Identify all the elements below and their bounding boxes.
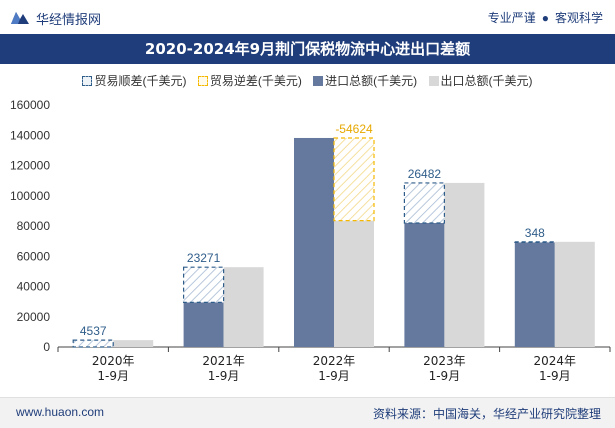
x-category-label: 1-9月	[539, 369, 571, 383]
x-category-label: 1-9月	[429, 369, 461, 383]
y-tick-label: 20000	[17, 310, 51, 324]
deficit-box	[333, 137, 375, 222]
y-tick-label: 100000	[10, 189, 50, 203]
balance-label: 23271	[187, 251, 221, 265]
import-bar	[404, 222, 445, 347]
x-category-label: 1-9月	[97, 369, 129, 383]
labels-layer: 45372020年1-9月232712021年1-9月-546242022年1-…	[80, 122, 576, 383]
x-category-label: 2023年	[423, 354, 466, 368]
y-tick-label: 40000	[17, 280, 51, 294]
legend-item-deficit: 贸易逆差(千美元)	[197, 72, 302, 89]
balance-label: -54624	[335, 122, 373, 136]
y-tick-label: 60000	[17, 249, 51, 263]
legend-swatch-surplus	[82, 76, 93, 86]
y-tick-label: 120000	[10, 159, 50, 173]
x-category-label: 2022年	[313, 354, 356, 368]
x-category-label: 2024年	[534, 354, 577, 368]
surplus-box	[514, 241, 556, 243]
x-category-label: 1-9月	[318, 369, 350, 383]
y-tick-label: 80000	[17, 219, 51, 233]
x-category-label: 1-9月	[208, 369, 240, 383]
y-tick-label: 0	[43, 340, 50, 354]
slogan-separator: ●	[541, 11, 549, 25]
footer: www.huaon.com 资料来源：中国海关，华经产业研究院整理	[0, 397, 615, 428]
legend-swatch-import	[313, 76, 324, 86]
chart-title: 2020-2024年9月荆门保税物流中心进出口差额	[144, 40, 471, 58]
import-bar	[294, 137, 334, 347]
footer-site: www.huaon.com	[16, 405, 105, 419]
legend-label-export: 出口总额(千美元)	[440, 74, 533, 88]
slogan: 专业严谨 ● 客观科学	[488, 9, 603, 26]
title-bar: 2020-2024年9月荆门保税物流中心进出口差额	[0, 34, 615, 64]
chart-legend: 贸易顺差(千美元) 贸易逆差(千美元) 进口总额(千美元) 出口总额(千美元)	[0, 72, 615, 92]
surplus-box	[403, 182, 445, 224]
export-bar	[113, 340, 154, 347]
x-category-label: 2020年	[92, 354, 135, 368]
legend-item-surplus: 贸易顺差(千美元)	[82, 72, 186, 89]
balance-label: 26482	[408, 167, 442, 181]
bars-layer	[72, 137, 595, 348]
legend-item-export: 出口总额(千美元)	[428, 72, 533, 89]
y-tick-label: 160000	[10, 98, 50, 112]
slogan-right: 客观科学	[554, 11, 603, 25]
y-tick-label: 140000	[10, 128, 50, 142]
footer-source: 资料来源：中国海关，华经产业研究院整理	[372, 407, 601, 421]
slogan-left: 专业严谨	[487, 11, 536, 25]
surplus-box	[72, 339, 114, 348]
export-bar	[334, 220, 374, 347]
import-bar	[514, 242, 555, 347]
import-bar	[183, 302, 224, 347]
surplus-box	[183, 266, 225, 303]
brand-name: 华经情报网	[36, 12, 102, 27]
legend-label-import: 进口总额(千美元)	[325, 74, 418, 88]
top-header: 华经情报网 专业严谨 ● 客观科学	[0, 0, 615, 34]
legend-label-surplus: 贸易顺差(千美元)	[94, 74, 187, 88]
export-bar	[554, 241, 595, 347]
legend-item-import: 进口总额(千美元)	[313, 72, 417, 89]
x-category-label: 2021年	[202, 354, 245, 368]
export-bar	[223, 267, 264, 347]
huajing-logo-icon	[11, 12, 29, 24]
export-bar	[444, 182, 485, 347]
balance-label: 348	[525, 226, 545, 240]
legend-swatch-export	[428, 76, 439, 86]
legend-swatch-deficit	[197, 76, 208, 86]
balance-label: 4537	[80, 324, 107, 338]
legend-label-deficit: 贸易逆差(千美元)	[209, 74, 302, 88]
